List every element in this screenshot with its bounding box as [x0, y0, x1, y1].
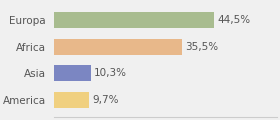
Bar: [53, 65, 91, 81]
Bar: [53, 12, 214, 28]
Bar: [53, 92, 88, 108]
Text: 10,3%: 10,3%: [94, 68, 127, 78]
Text: 44,5%: 44,5%: [218, 15, 251, 25]
Bar: [53, 39, 182, 55]
Text: 35,5%: 35,5%: [185, 42, 218, 52]
Text: 9,7%: 9,7%: [92, 95, 119, 105]
